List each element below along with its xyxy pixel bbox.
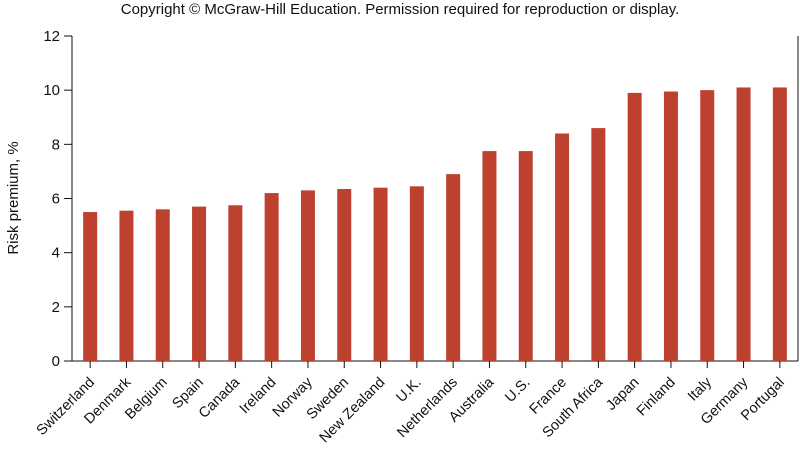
bar-switzerland: [83, 212, 98, 361]
y-axis-label: Risk premium, %: [5, 141, 22, 254]
y-tick-label: 0: [52, 353, 60, 370]
category-label: U.S.: [502, 375, 533, 406]
bar-u-s: [518, 151, 533, 361]
copyright-notice: Copyright © McGraw-Hill Education. Permi…: [120, 1, 680, 18]
category-label: U.K.: [393, 375, 424, 406]
bar-new-zealand: [373, 187, 388, 361]
bar-canada: [228, 205, 243, 361]
bar-denmark: [119, 210, 134, 361]
category-label: Italy: [685, 374, 716, 405]
y-tick-label: 4: [52, 245, 60, 262]
category-label: Switzerland: [34, 375, 98, 439]
y-tick-label: 6: [52, 191, 60, 208]
bar-spain: [192, 206, 207, 361]
bar-japan: [627, 92, 642, 361]
bar-australia: [482, 151, 497, 361]
bar-netherlands: [446, 174, 461, 361]
category-labels: SwitzerlandDenmarkBelgiumSpainCanadaIrel…: [34, 374, 788, 446]
bar-sweden: [337, 189, 352, 361]
bar-portugal: [772, 87, 787, 361]
bars: [83, 87, 787, 362]
bar-finland: [663, 91, 678, 361]
y-tick-label: 2: [52, 299, 60, 316]
category-label: Finland: [634, 375, 679, 420]
category-label: Canada: [196, 374, 244, 422]
bar-u-k: [409, 186, 424, 361]
bar-italy: [700, 90, 715, 362]
bar-germany: [736, 87, 751, 361]
bar-belgium: [155, 209, 170, 361]
bar-south-africa: [591, 128, 606, 361]
y-tick-label: 12: [43, 28, 60, 45]
bar-france: [555, 133, 570, 361]
bar-ireland: [264, 193, 279, 361]
y-tick-label: 10: [43, 82, 60, 99]
axes: 0 2 4 6 8 10 12: [43, 28, 799, 370]
bar-norway: [300, 190, 315, 361]
y-tick-label: 8: [52, 136, 60, 153]
